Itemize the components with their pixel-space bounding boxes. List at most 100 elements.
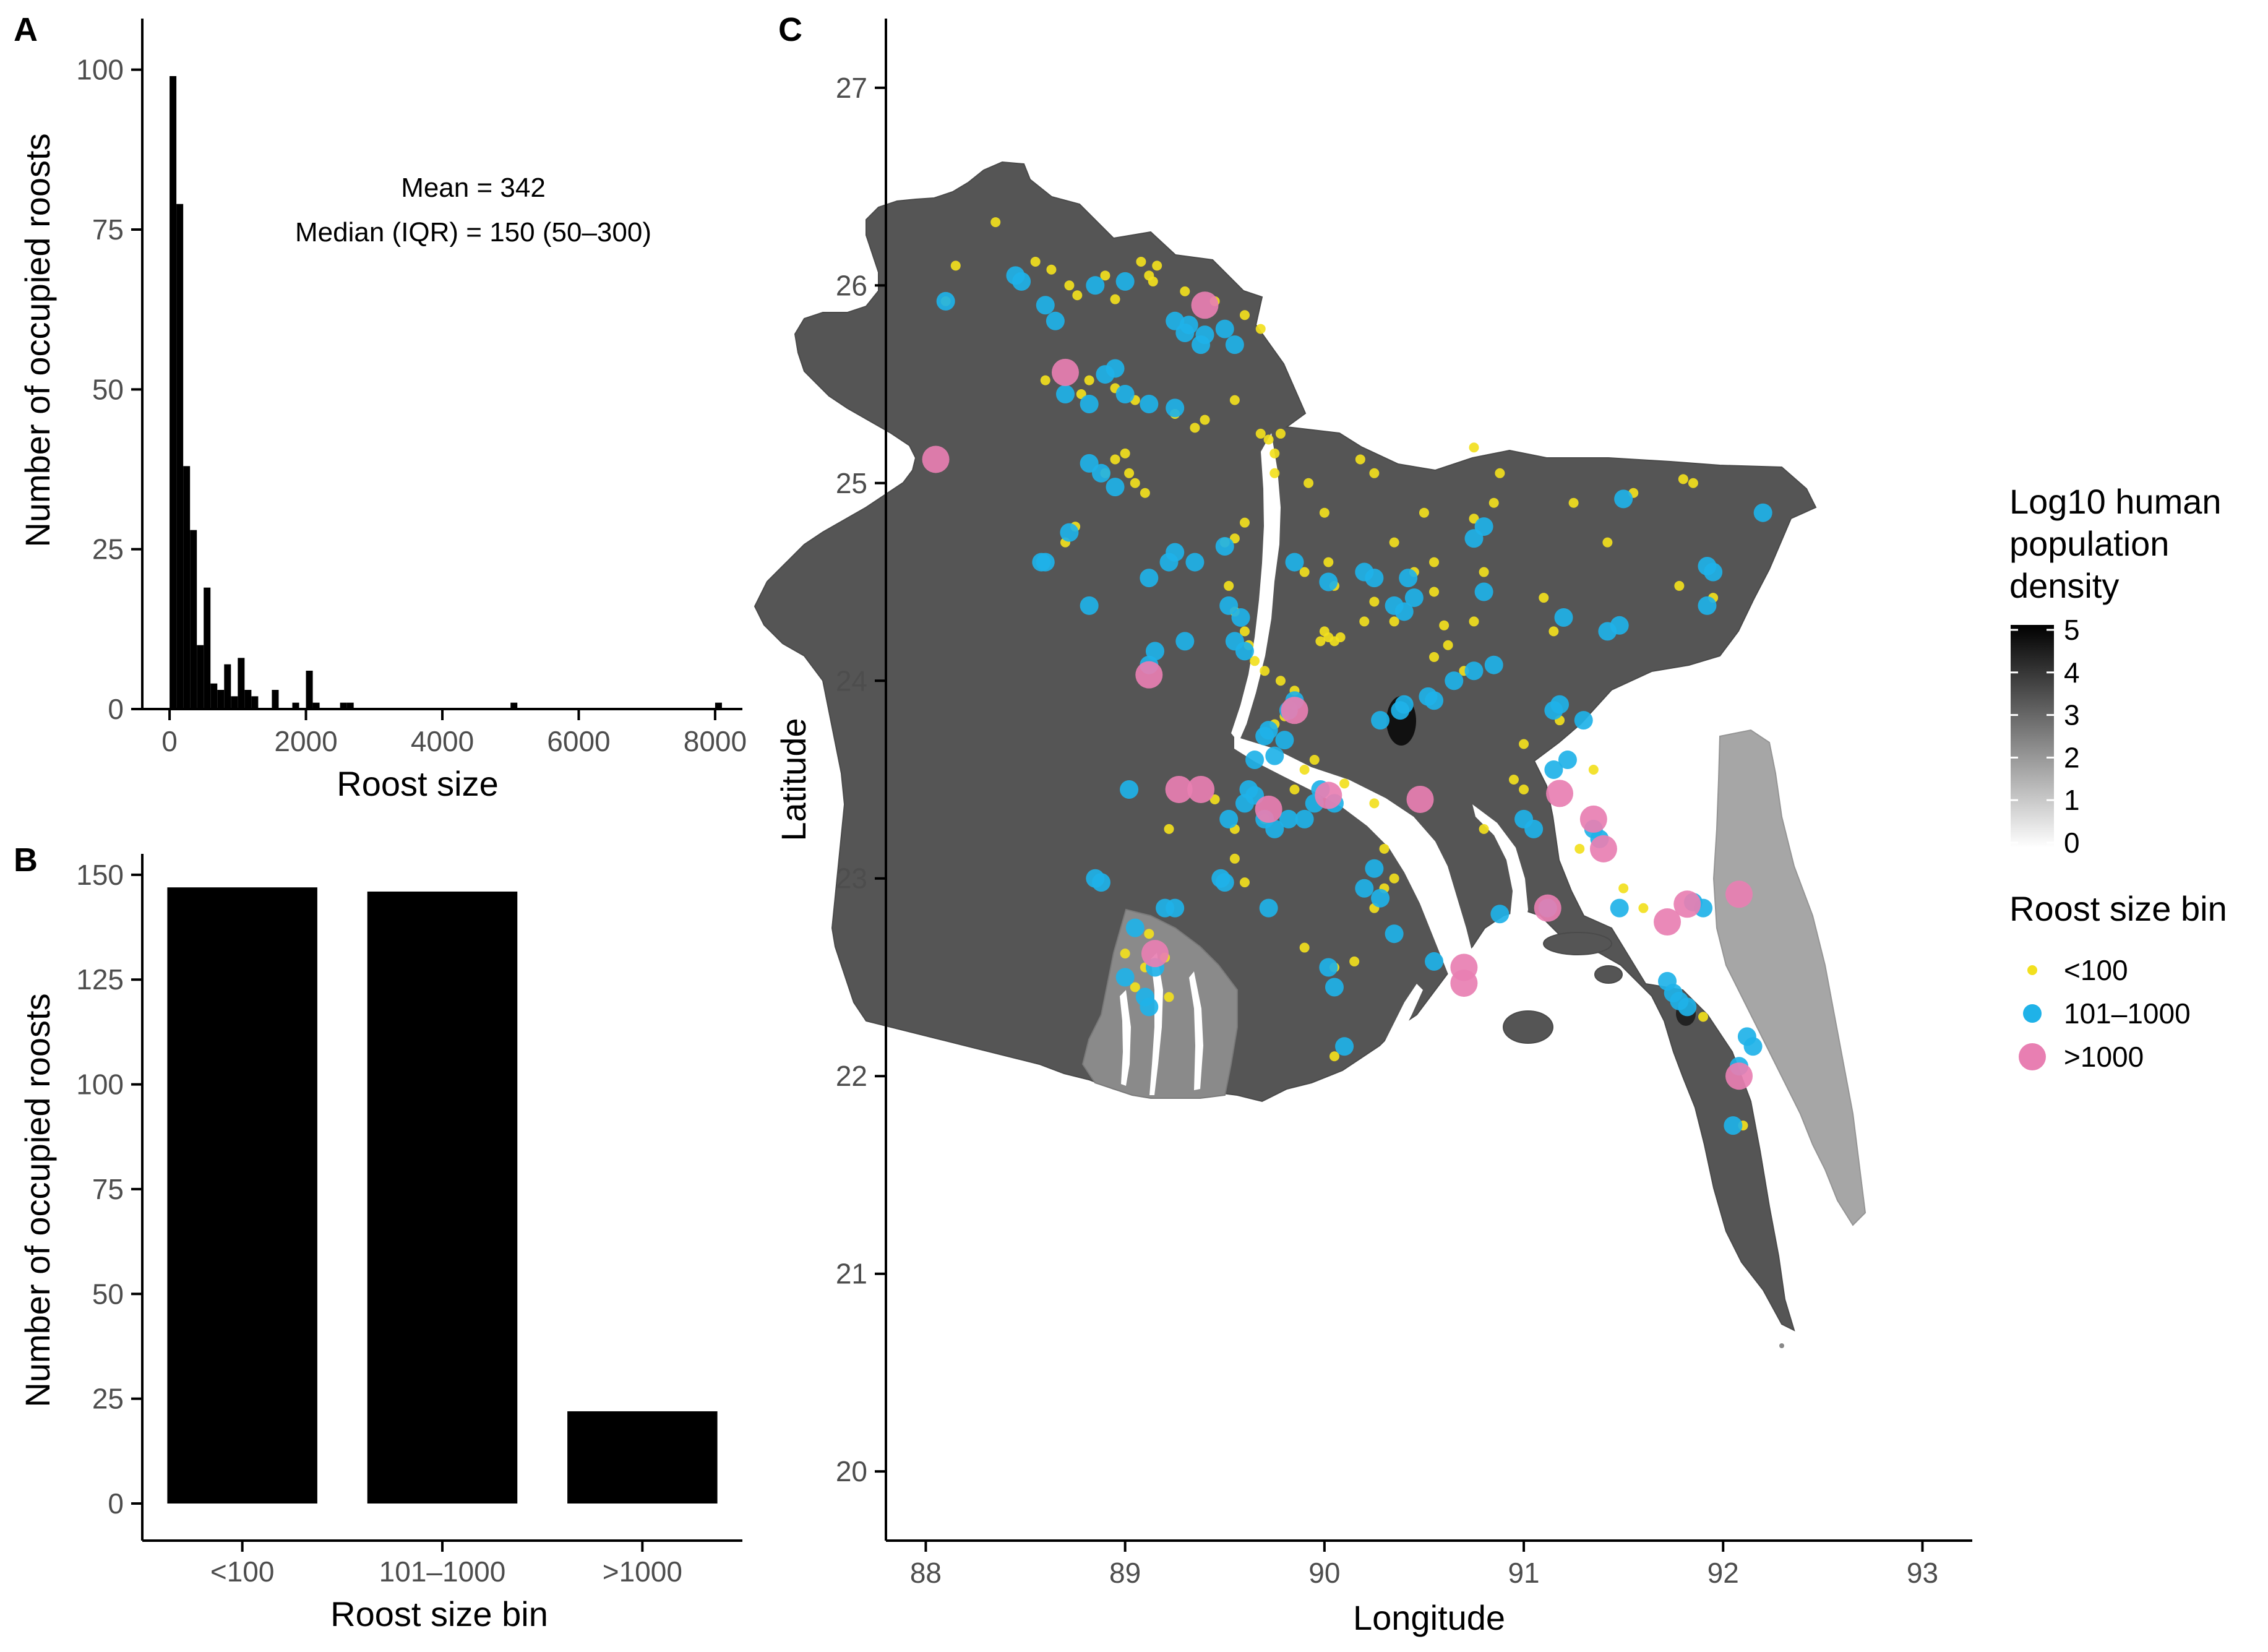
y-tick-label-1: 25: [92, 1383, 124, 1415]
histogram-bar-15: [306, 671, 313, 709]
x-tick-label-3: 6000: [547, 725, 610, 757]
panel-c-x-ticks: 88 89 90 91 92 93: [910, 1541, 1938, 1589]
panel-a-histogram-bars: [170, 76, 722, 710]
roost-point-1-106: [1610, 898, 1629, 918]
y-tick-label-2: 22: [836, 1060, 867, 1092]
roost-point-2-20: [1141, 940, 1169, 968]
roost-point-0-104: [1339, 778, 1350, 789]
histogram-bar-1: [176, 204, 184, 710]
y-tick-label-5: 25: [836, 467, 867, 499]
roost-point-2-11: [1579, 805, 1607, 833]
roost-point-0-25: [1229, 395, 1240, 405]
roost-point-0-78: [1495, 468, 1505, 478]
roost-point-1-71: [1295, 809, 1314, 828]
y-tick-label-4: 24: [836, 665, 867, 697]
histogram-bar-14: [292, 702, 299, 709]
roost-point-0-63: [1389, 616, 1399, 627]
map-island-1: [1543, 932, 1612, 955]
roost-point-0-85: [1588, 765, 1599, 775]
roost-point-1-22: [1091, 463, 1110, 483]
roost-point-0-60: [1315, 636, 1326, 647]
panel-b-bars: [167, 887, 718, 1504]
roost-point-0-17: [1040, 375, 1050, 385]
roost-point-0-33: [1130, 478, 1140, 488]
roost-point-1-60: [1265, 746, 1284, 765]
x-tick-label-0: <100: [210, 1555, 275, 1588]
roost-point-0-122: [1618, 883, 1629, 893]
roost-point-1-66: [1219, 809, 1239, 828]
roost-point-0-47: [1275, 676, 1286, 686]
roost-point-1-115: [1724, 1116, 1743, 1135]
roost-point-0-15: [1255, 324, 1266, 334]
y-tick-label-2: 50: [92, 373, 124, 405]
fill-legend-title-line-1: Log10 human: [2009, 482, 2222, 521]
x-tick-label-2: 90: [1308, 1557, 1340, 1589]
y-tick-label-4: 100: [76, 54, 124, 86]
roost-point-0-127: [1304, 478, 1314, 488]
roost-point-0-3: [1046, 264, 1057, 275]
roost-point-0-67: [1429, 652, 1440, 662]
panel-b-y-ticks: 0 25 50 75 100 125 150: [76, 859, 142, 1520]
map-river-meghna: [1472, 804, 1528, 1027]
roost-point-1-94: [1425, 952, 1444, 971]
roost-point-1-82: [1259, 898, 1278, 918]
roost-point-2-5: [1165, 775, 1193, 803]
roost-point-0-79: [1469, 442, 1479, 453]
y-tick-label-3: 75: [92, 213, 124, 246]
roost-point-1-19: [1140, 394, 1159, 413]
roost-point-1-39: [1319, 572, 1338, 592]
roost-point-1-25: [1159, 553, 1179, 572]
histogram-bar-2: [183, 466, 191, 709]
roost-point-0-19: [1084, 375, 1094, 385]
roost-point-1-47: [1484, 655, 1503, 674]
bar-2: [567, 1411, 718, 1504]
histogram-bar-11: [244, 690, 252, 709]
size-legend: Roost size bin <100 101–1000 >1000: [2009, 889, 2227, 1073]
roost-point-0-84: [1519, 784, 1529, 794]
histogram-bar-12: [251, 696, 259, 709]
colorbar-tick-label-5: 5: [2064, 614, 2080, 646]
size-legend-label-2: >1000: [2064, 1041, 2144, 1073]
roost-point-1-49: [1445, 671, 1464, 690]
roost-point-1-31: [1215, 537, 1234, 556]
roost-point-1-0: [936, 291, 955, 311]
roost-point-1-85: [1371, 888, 1390, 908]
roost-point-2-10: [1546, 780, 1574, 807]
roost-point-1-37: [1175, 632, 1195, 651]
roost-point-2-9: [1406, 785, 1434, 813]
size-legend-swatch-0: [2027, 965, 2037, 975]
map-island-3: [1594, 965, 1623, 984]
panel-a-y-title: Number of occupied roosts: [18, 133, 57, 547]
fill-legend-ticks: 0 1 2 3 4 5: [2011, 614, 2080, 859]
roost-point-0-4: [1064, 280, 1075, 291]
roost-point-0-92: [1674, 580, 1685, 591]
x-tick-label-4: 92: [1707, 1557, 1739, 1589]
map-island-2: [1503, 1010, 1553, 1044]
panel-b-label: B: [14, 841, 38, 879]
panel-a-label: A: [14, 11, 38, 48]
y-tick-label-6: 150: [76, 859, 124, 891]
roost-point-0-123: [1638, 903, 1649, 913]
roost-point-1-20: [1166, 398, 1185, 418]
roost-point-1-86: [1319, 958, 1338, 977]
y-tick-label-3: 75: [92, 1173, 124, 1205]
panel-a-y-ticks: 0 25 50 75 100: [76, 54, 142, 725]
x-tick-label-2: 4000: [411, 725, 474, 757]
roost-point-0-121: [1574, 843, 1585, 854]
roost-point-0-83: [1508, 775, 1519, 785]
histogram-bar-8: [224, 664, 231, 709]
size-legend-swatch-2: [2019, 1043, 2046, 1070]
size-legend-label-1: 101–1000: [2064, 997, 2191, 1030]
roost-point-0-35: [1140, 488, 1150, 498]
roost-point-1-54: [1371, 711, 1390, 730]
roost-point-1-89: [1125, 918, 1145, 937]
histogram-bar-13: [272, 690, 279, 709]
roost-point-1-35: [1225, 632, 1244, 651]
roost-point-1-122: [1698, 596, 1717, 615]
roost-point-0-1: [990, 217, 1001, 228]
colorbar-tick-label-4: 4: [2064, 656, 2080, 689]
roost-point-0-29: [1269, 448, 1280, 458]
roost-point-0-120: [1479, 824, 1489, 834]
roost-point-1-2: [1012, 272, 1031, 291]
